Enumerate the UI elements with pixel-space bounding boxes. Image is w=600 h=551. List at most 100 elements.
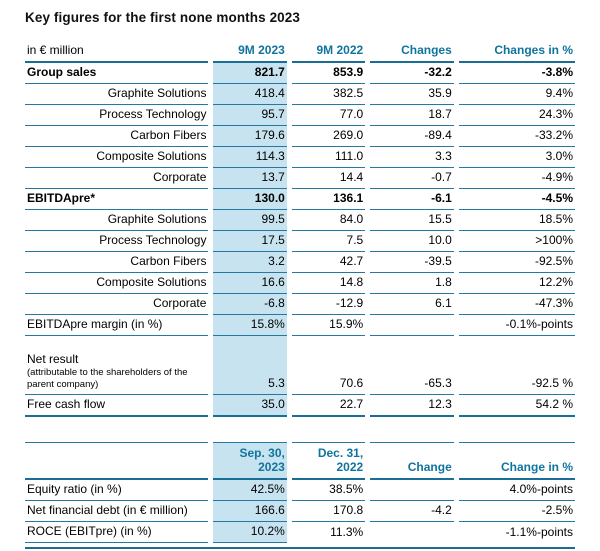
net-result-sublabel: (attributable to the shareholders of the…	[27, 367, 188, 390]
value-changes-pct: -3.8%	[458, 63, 575, 84]
value-changes: 18.7	[370, 105, 454, 126]
value-changes	[370, 315, 454, 336]
value-changes-pct: -4.9%	[458, 168, 575, 189]
value-changes: -39.5	[370, 252, 454, 273]
row-label: Net result (attributable to the sharehol…	[25, 336, 209, 395]
column-header-dec-31-2022: Dec. 31, 2022	[291, 442, 366, 480]
value-9m-2023: 5.3	[213, 336, 287, 395]
value-changes-pct: 54.2 %	[458, 395, 575, 417]
column-header-blank	[25, 442, 209, 480]
value-9m-2023: 821.7	[213, 63, 287, 84]
value-9m-2023: -6.8	[213, 294, 287, 315]
table-row: Process Technology 95.7 77.0 18.7 24.3%	[25, 105, 575, 126]
value-9m-2022: 7.5	[291, 231, 366, 252]
value-9m-2022: 269.0	[291, 126, 366, 147]
row-label: Composite Solutions	[25, 147, 209, 168]
value-9m-2022: 22.7	[291, 395, 366, 417]
value-change-pct: -1.1%-points	[505, 525, 573, 539]
value-9m-2022: 77.0	[291, 105, 366, 126]
value-9m-2022: 853.9	[291, 63, 366, 84]
row-label: Composite Solutions	[25, 273, 209, 294]
table-row: Equity ratio (in %) 42.5% 38.5% 4.0%-poi…	[25, 480, 575, 501]
row-label: Free cash flow	[25, 395, 209, 417]
value-changes-pct: -0.1%-points	[458, 315, 575, 336]
value-changes-pct: 9.4%	[458, 84, 575, 105]
value-changes-pct: 18.5%	[458, 210, 575, 231]
table-row: Graphite Solutions 99.5 84.0 15.5 18.5%	[25, 210, 575, 231]
value-changes-pct: 12.2%	[458, 273, 575, 294]
value-9m-2022: 136.1	[291, 189, 366, 210]
row-label: ROCE (EBITpre) (in %)	[25, 522, 209, 543]
value-9m-2023: 15.8%	[213, 315, 287, 336]
table-header-row: in € million 9M 2023 9M 2022 Changes Cha…	[25, 41, 575, 63]
table-row: Carbon Fibers 3.2 42.7 -39.5 -92.5%	[25, 252, 575, 273]
table-row: Carbon Fibers 179.6 269.0 -89.4 -33.2%	[25, 126, 575, 147]
table-row: Free cash flow 35.0 22.7 12.3 54.2 %	[25, 395, 575, 417]
value-changes-pct: -33.2%	[458, 126, 575, 147]
table-row: Process Technology 17.5 7.5 10.0 >100%	[25, 231, 575, 252]
value-9m-2022: 15.9%	[291, 315, 366, 336]
table-row: Corporate -6.8 -12.9 6.1 -47.3%	[25, 294, 575, 315]
value-9m-2022: -12.9	[291, 294, 366, 315]
value-changes: 35.9	[370, 84, 454, 105]
table-row: EBITDApre margin (in %) 15.8% 15.9% -0.1…	[25, 315, 575, 336]
header-line: 2023	[258, 460, 285, 474]
value-dec-2022: 38.5%	[291, 480, 366, 501]
value-9m-2022: 84.0	[291, 210, 366, 231]
table-row: EBITDApre* 130.0 136.1 -6.1 -4.5%	[25, 189, 575, 210]
value-9m-2023: 114.3	[213, 147, 287, 168]
row-label: Net financial debt (in € million)	[25, 501, 209, 522]
value-9m-2023: 95.7	[213, 105, 287, 126]
value-changes: 6.1	[370, 294, 454, 315]
value-changes: -32.2	[370, 63, 454, 84]
header-line: Dec. 31,	[317, 446, 364, 460]
key-figures-table: in € million 9M 2023 9M 2022 Changes Cha…	[20, 41, 580, 417]
value-dec-2022: 11.3%	[330, 525, 364, 539]
column-header-sep-30-2023: Sep. 30, 2023	[213, 442, 287, 480]
row-label: Process Technology	[25, 231, 209, 252]
value-changes-pct: -92.5 %	[458, 336, 575, 395]
value-change: -4.2	[370, 501, 454, 522]
value-9m-2022: 382.5	[291, 84, 366, 105]
row-label: Corporate	[25, 168, 209, 189]
table-row: Graphite Solutions 418.4 382.5 35.9 9.4%	[25, 84, 575, 105]
table-row: Net financial debt (in € million) 166.6 …	[25, 501, 575, 522]
value-change	[370, 480, 454, 501]
table-row: Composite Solutions 114.3 111.0 3.3 3.0%	[25, 147, 575, 168]
row-label: EBITDApre margin (in %)	[25, 315, 209, 336]
value-changes: -65.3	[370, 336, 454, 395]
value-9m-2023: 16.6	[213, 273, 287, 294]
row-label: Corporate	[25, 294, 209, 315]
value-changes: -0.7	[370, 168, 454, 189]
value-9m-2023: 130.0	[213, 189, 287, 210]
value-changes: 3.3	[370, 147, 454, 168]
column-header-changes: Changes	[370, 41, 454, 63]
value-changes-pct: -47.3%	[458, 294, 575, 315]
value-changes-pct: -92.5%	[458, 252, 575, 273]
value-changes: 10.0	[370, 231, 454, 252]
value-change-pct: -2.5%	[458, 501, 575, 522]
column-header-9m-2023: 9M 2023	[213, 41, 287, 63]
value-changes: 15.5	[370, 210, 454, 231]
value-changes-pct: 3.0%	[458, 147, 575, 168]
value-9m-2022: 70.6	[291, 336, 366, 395]
row-label: Graphite Solutions	[25, 210, 209, 231]
row-label: EBITDApre*	[25, 189, 209, 210]
row-label: Carbon Fibers	[25, 126, 209, 147]
column-header-change-pct: Change in %	[458, 442, 575, 480]
header-line: 2022	[336, 460, 364, 474]
row-label: Equity ratio (in %)	[25, 480, 209, 501]
row-label: Graphite Solutions	[25, 84, 209, 105]
page-title: Key figures for the first none months 20…	[25, 10, 301, 25]
value-9m-2023: 3.2	[213, 252, 287, 273]
header-line: Sep. 30,	[239, 446, 285, 460]
balance-sheet-table-wrapper: Sep. 30, 2023 Dec. 31, 2022 Change Chang…	[25, 442, 575, 549]
value-sep-2023: 166.6	[213, 501, 287, 522]
row-label: Group sales	[25, 63, 209, 84]
value-9m-2023: 13.7	[213, 168, 287, 189]
balance-sheet-table: Sep. 30, 2023 Dec. 31, 2022 Change Chang…	[20, 442, 580, 543]
value-9m-2023: 99.5	[213, 210, 287, 231]
table-header-row: Sep. 30, 2023 Dec. 31, 2022 Change Chang…	[25, 442, 575, 480]
net-result-label: Net result	[27, 352, 79, 366]
value-9m-2023: 35.0	[213, 395, 287, 417]
